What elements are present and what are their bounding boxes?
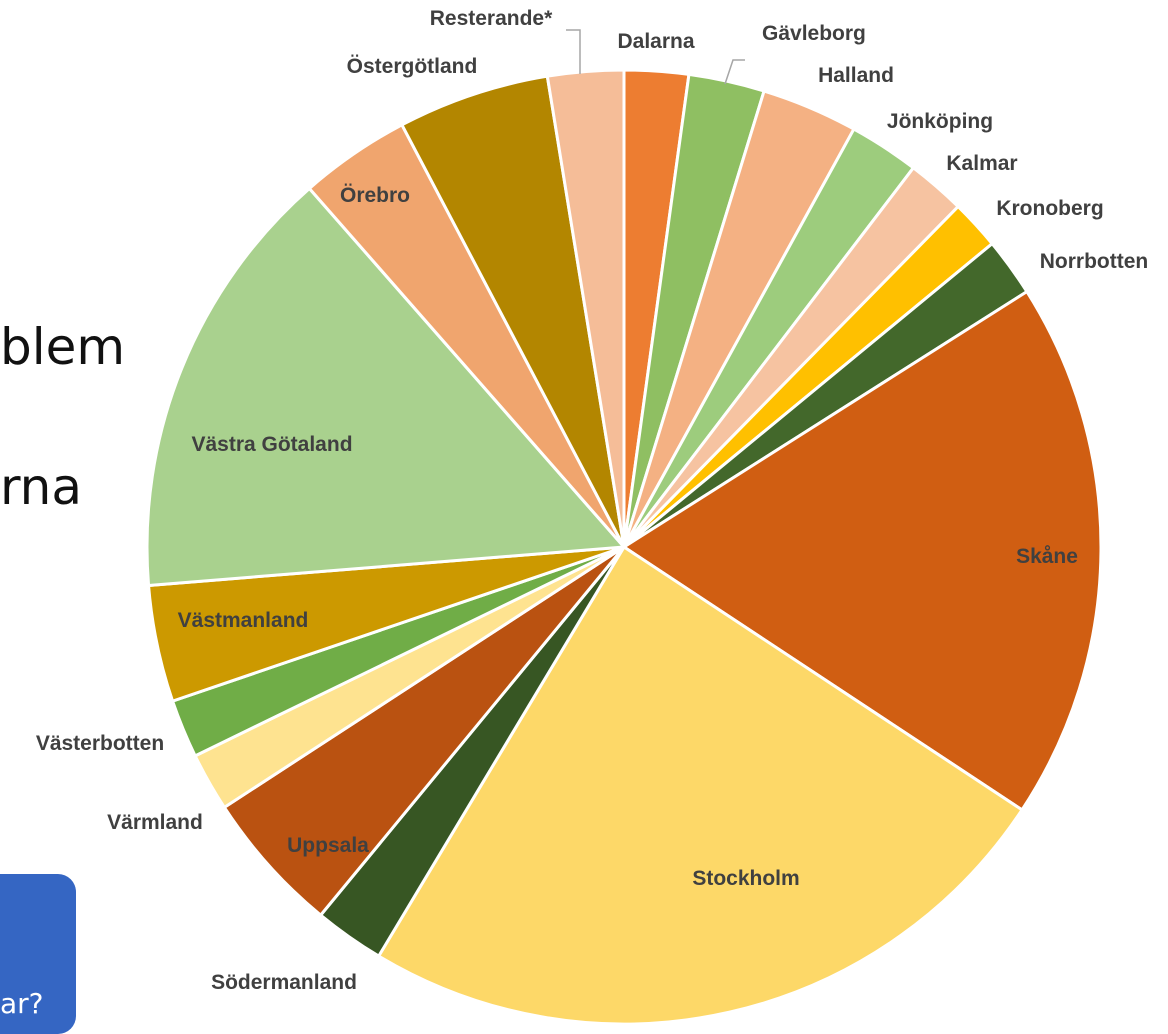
pie-label-resterande: Resterande*: [430, 7, 553, 30]
slide-text-fragment-1: blem: [0, 318, 126, 376]
pie-label-jonkoping: Jönköping: [887, 110, 993, 133]
pie-labels: Dalarna Gävleborg Halland Jönköping Kalmar Kr…: [36, 7, 1148, 994]
pie-label-stockholm: Stockholm: [692, 867, 799, 890]
pie-label-kalmar: Kalmar: [946, 152, 1017, 175]
pie-label-ostergotland: Östergötland: [347, 55, 478, 78]
pie-label-vastra-gotaland: Västra Götaland: [191, 433, 352, 456]
pie-label-halland: Halland: [818, 64, 894, 87]
pie-slice-resterande: [545, 68, 626, 549]
pie-label-skane: Skåne: [1016, 545, 1078, 568]
pie-label-vastmanland: Västmanland: [178, 609, 309, 632]
pie-label-norrbotten: Norrbotten: [1040, 250, 1149, 273]
pie-leader-lines: [566, 29, 745, 85]
pie-label-gavleborg: Gävleborg: [762, 22, 866, 45]
leader-line-resterande: [566, 29, 581, 74]
pie-label-varmland: Värmland: [107, 811, 203, 834]
callout-text: ar?: [0, 987, 44, 1020]
pie-label-dalarna: Dalarna: [617, 30, 694, 53]
pie-label-kronoberg: Kronoberg: [996, 197, 1103, 220]
pie-slice-skane: [622, 290, 1103, 812]
pie-label-vasterbotten: Västerbotten: [36, 732, 164, 755]
pie-slice-ostergotland: [400, 74, 626, 549]
pie-label-sodermanland: Södermanland: [211, 971, 357, 994]
pie-label-uppsala: Uppsala: [287, 834, 369, 857]
callout-box: [0, 874, 76, 1034]
pie-slices: [145, 68, 1103, 1023]
slide-text-fragment-2: rna: [0, 458, 83, 516]
pie-label-orebro: Örebro: [340, 184, 410, 207]
pie-slice-vastra-gotaland: [145, 186, 626, 587]
pie-slice-stockholm: [377, 545, 1024, 1023]
leader-line-gavleborg: [724, 59, 745, 85]
